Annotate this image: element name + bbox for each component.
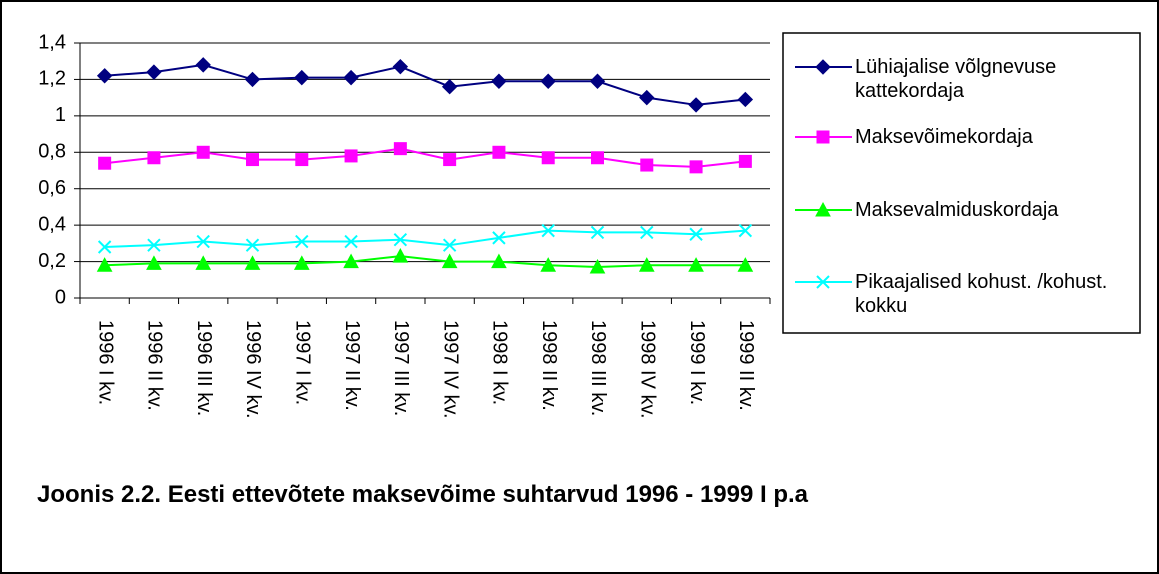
- y-tick-label: 0,2: [38, 250, 66, 272]
- x-tick-label: 1998 I kv.: [489, 320, 511, 405]
- marker: [688, 97, 704, 113]
- marker: [147, 151, 161, 165]
- marker: [294, 69, 310, 86]
- marker: [442, 238, 457, 252]
- x-tick-label: 1997 I kv.: [292, 320, 314, 405]
- x-tick-label: 1999 II kv.: [735, 320, 757, 411]
- y-tick-label: 1,4: [38, 31, 66, 53]
- marker: [195, 255, 212, 270]
- marker: [541, 151, 555, 165]
- marker: [245, 238, 260, 252]
- marker: [293, 255, 310, 270]
- marker: [541, 223, 555, 238]
- marker: [737, 91, 754, 108]
- legend-box: [782, 32, 1141, 334]
- marker: [344, 149, 358, 163]
- marker: [393, 142, 407, 156]
- marker: [295, 153, 309, 167]
- x-tick-label: 1997 II kv.: [341, 320, 363, 411]
- marker: [639, 89, 655, 106]
- marker: [97, 240, 112, 254]
- marker: [815, 59, 831, 75]
- x-tick-label: 1998 III kv.: [587, 320, 609, 416]
- marker: [816, 275, 830, 289]
- marker: [738, 154, 752, 168]
- marker: [441, 253, 458, 269]
- marker: [816, 130, 830, 144]
- marker: [738, 223, 753, 238]
- marker: [540, 73, 556, 89]
- y-tick-label: 1,2: [38, 68, 66, 90]
- marker: [96, 68, 113, 84]
- y-tick-label: 0,6: [38, 177, 66, 199]
- marker: [638, 257, 655, 272]
- marker: [244, 71, 261, 88]
- x-tick-label: 1998 II kv.: [538, 320, 560, 411]
- marker: [590, 225, 605, 240]
- y-tick-label: 1: [55, 104, 66, 126]
- marker: [589, 258, 606, 274]
- marker: [688, 257, 704, 272]
- marker: [147, 238, 161, 252]
- marker: [246, 153, 259, 167]
- series-line: [104, 255, 746, 269]
- x-tick-label: 1996 IV kv.: [242, 320, 264, 419]
- marker: [344, 234, 358, 249]
- marker: [492, 231, 506, 245]
- x-tick-label: 1996 III kv.: [193, 320, 215, 416]
- marker: [589, 73, 606, 89]
- marker: [196, 145, 210, 159]
- marker: [195, 57, 211, 73]
- chart-title: Joonis 2.2. Eesti ettevõtete maksevõime …: [37, 481, 809, 508]
- legend-label: Pikaajalised kohust. /kohust. kokku: [855, 271, 1108, 317]
- marker: [591, 151, 604, 165]
- marker: [540, 257, 557, 272]
- marker: [491, 253, 507, 269]
- marker: [343, 69, 359, 86]
- marker: [196, 234, 210, 249]
- marker: [689, 227, 703, 241]
- series-line: [104, 229, 746, 248]
- marker: [443, 153, 457, 167]
- marker: [441, 79, 458, 95]
- x-tick-label: 1996 II kv.: [144, 320, 166, 411]
- y-tick-label: 0,8: [38, 141, 66, 163]
- legend-label: Maksevalmiduskordaja: [855, 199, 1059, 221]
- marker: [640, 225, 654, 240]
- x-tick-label: 1999 I kv.: [686, 320, 708, 405]
- marker: [640, 158, 654, 172]
- marker: [689, 160, 703, 174]
- marker: [393, 233, 408, 247]
- marker: [98, 156, 112, 170]
- marker: [392, 58, 409, 75]
- y-tick-label: 0,4: [38, 213, 66, 235]
- x-tick-label: 1997 III kv.: [390, 320, 412, 416]
- marker: [96, 257, 113, 272]
- marker: [295, 234, 309, 249]
- x-tick-label: 1997 IV kv.: [439, 320, 461, 419]
- marker: [491, 73, 507, 89]
- marker: [146, 255, 162, 270]
- marker: [146, 64, 162, 80]
- series-line: [104, 147, 746, 168]
- marker: [737, 257, 754, 272]
- y-tick-label: 0: [55, 286, 66, 308]
- x-tick-label: 1998 IV kv.: [637, 320, 659, 419]
- series-line: [104, 63, 746, 106]
- marker: [492, 145, 506, 159]
- x-tick-label: 1996 I kv.: [94, 320, 116, 405]
- marker: [244, 255, 261, 270]
- legend-label: Maksevõimekordaja: [855, 126, 1033, 148]
- marker: [815, 201, 831, 217]
- marker: [343, 253, 359, 269]
- marker: [392, 248, 409, 263]
- legend-label: Lühiajalise võlgnevuse kattekordaja: [855, 56, 1057, 102]
